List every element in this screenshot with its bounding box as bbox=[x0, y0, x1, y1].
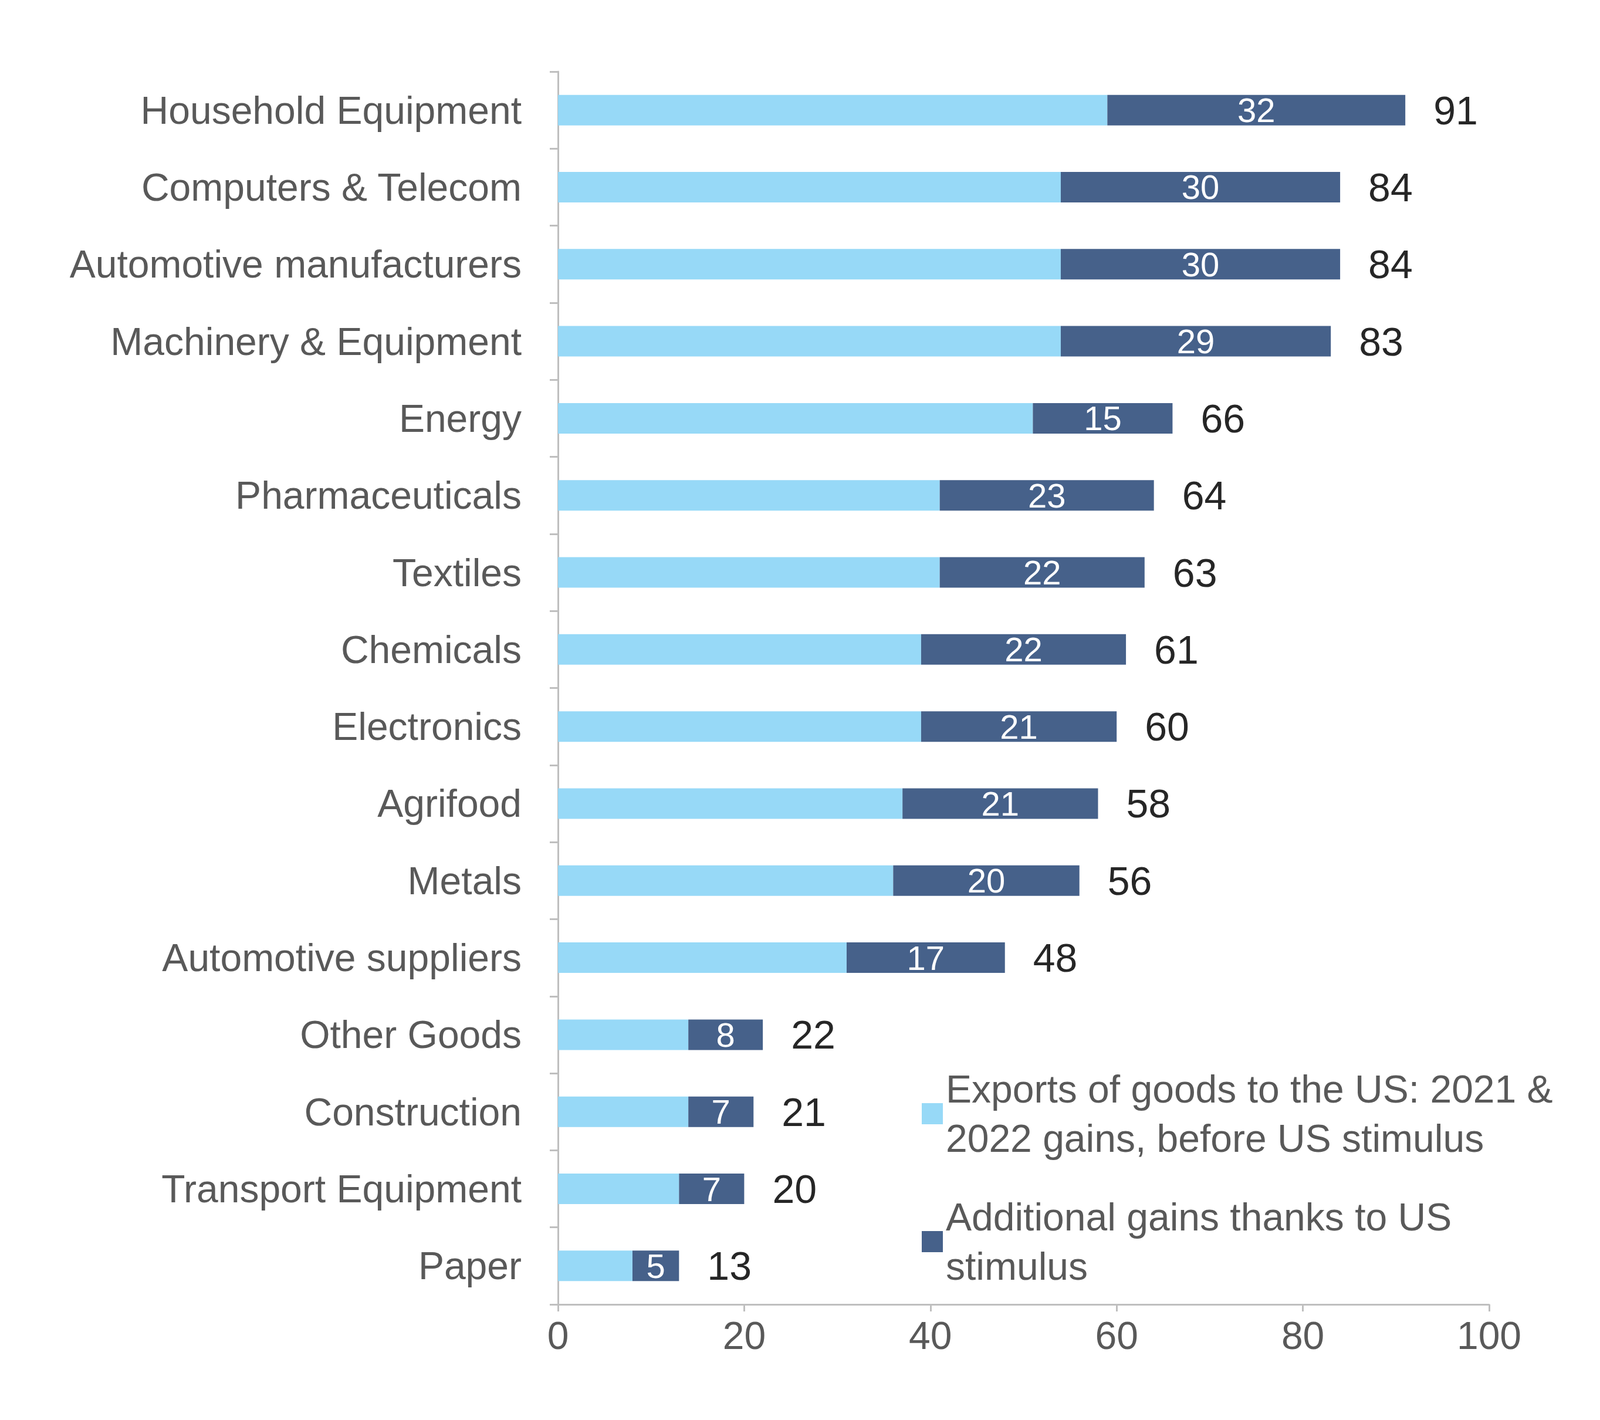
svg-text:Other Goods: Other Goods bbox=[299, 1012, 522, 1057]
svg-text:Textiles: Textiles bbox=[392, 550, 522, 595]
svg-text:2022 gains, before US stimulus: 2022 gains, before US stimulus bbox=[945, 1116, 1484, 1160]
svg-text:21: 21 bbox=[999, 707, 1038, 746]
svg-text:13: 13 bbox=[707, 1243, 752, 1288]
svg-text:80: 80 bbox=[1281, 1313, 1325, 1358]
svg-text:66: 66 bbox=[1200, 396, 1246, 441]
svg-text:Computers & Telecom: Computers & Telecom bbox=[141, 165, 522, 209]
svg-text:17: 17 bbox=[907, 938, 946, 977]
svg-text:60: 60 bbox=[1144, 704, 1190, 749]
svg-text:15: 15 bbox=[1083, 398, 1122, 438]
svg-text:91: 91 bbox=[1433, 88, 1478, 133]
svg-text:0: 0 bbox=[547, 1313, 570, 1358]
svg-text:30: 30 bbox=[1181, 167, 1220, 206]
svg-text:stimulus: stimulus bbox=[945, 1244, 1088, 1288]
svg-text:Agrifood: Agrifood bbox=[377, 781, 522, 825]
svg-text:7: 7 bbox=[711, 1092, 731, 1131]
svg-text:7: 7 bbox=[702, 1169, 722, 1209]
svg-text:Pharmaceuticals: Pharmaceuticals bbox=[235, 473, 522, 517]
svg-text:Chemicals: Chemicals bbox=[340, 627, 522, 672]
svg-text:Construction: Construction bbox=[303, 1090, 522, 1134]
svg-text:Exports of goods to the US: 20: Exports of goods to the US: 2021 & bbox=[945, 1067, 1564, 1111]
svg-text:30: 30 bbox=[1181, 245, 1220, 284]
svg-text:58: 58 bbox=[1125, 780, 1171, 826]
svg-text:48: 48 bbox=[1033, 935, 1078, 980]
svg-text:22: 22 bbox=[790, 1012, 836, 1057]
svg-text:32: 32 bbox=[1237, 90, 1276, 130]
svg-text:21: 21 bbox=[981, 784, 1020, 823]
svg-text:63: 63 bbox=[1172, 550, 1218, 595]
svg-text:84: 84 bbox=[1368, 241, 1413, 287]
svg-text:20: 20 bbox=[722, 1313, 766, 1358]
svg-text:Energy: Energy bbox=[398, 396, 522, 441]
svg-text:21: 21 bbox=[781, 1089, 827, 1135]
svg-text:60: 60 bbox=[1094, 1313, 1138, 1358]
svg-text:20: 20 bbox=[772, 1166, 817, 1212]
svg-text:Additional gains thanks to US: Additional gains thanks to US bbox=[945, 1195, 1463, 1239]
svg-text:23: 23 bbox=[1027, 476, 1067, 515]
svg-text:64: 64 bbox=[1182, 472, 1227, 518]
svg-text:Metals: Metals bbox=[407, 858, 522, 903]
svg-text:20: 20 bbox=[967, 861, 1006, 900]
svg-text:61: 61 bbox=[1154, 627, 1199, 672]
svg-text:Automotive manufacturers: Automotive manufacturers bbox=[69, 242, 522, 286]
svg-text:83: 83 bbox=[1358, 319, 1404, 364]
svg-text:Transport Equipment: Transport Equipment bbox=[161, 1166, 522, 1211]
svg-text:22: 22 bbox=[1004, 630, 1043, 669]
svg-text:29: 29 bbox=[1176, 322, 1216, 361]
svg-text:8: 8 bbox=[716, 1015, 736, 1054]
svg-text:56: 56 bbox=[1107, 858, 1153, 903]
svg-text:22: 22 bbox=[1023, 553, 1062, 592]
svg-text:Paper: Paper bbox=[418, 1243, 522, 1288]
svg-text:Household Equipment: Household Equipment bbox=[140, 88, 522, 133]
svg-text:Machinery & Equipment: Machinery & Equipment bbox=[110, 319, 522, 364]
svg-text:40: 40 bbox=[908, 1313, 952, 1358]
svg-text:Electronics: Electronics bbox=[332, 704, 522, 749]
svg-text:100: 100 bbox=[1456, 1313, 1522, 1358]
svg-text:5: 5 bbox=[646, 1246, 666, 1285]
svg-text:Automotive suppliers: Automotive suppliers bbox=[161, 935, 522, 980]
svg-text:84: 84 bbox=[1368, 164, 1413, 210]
